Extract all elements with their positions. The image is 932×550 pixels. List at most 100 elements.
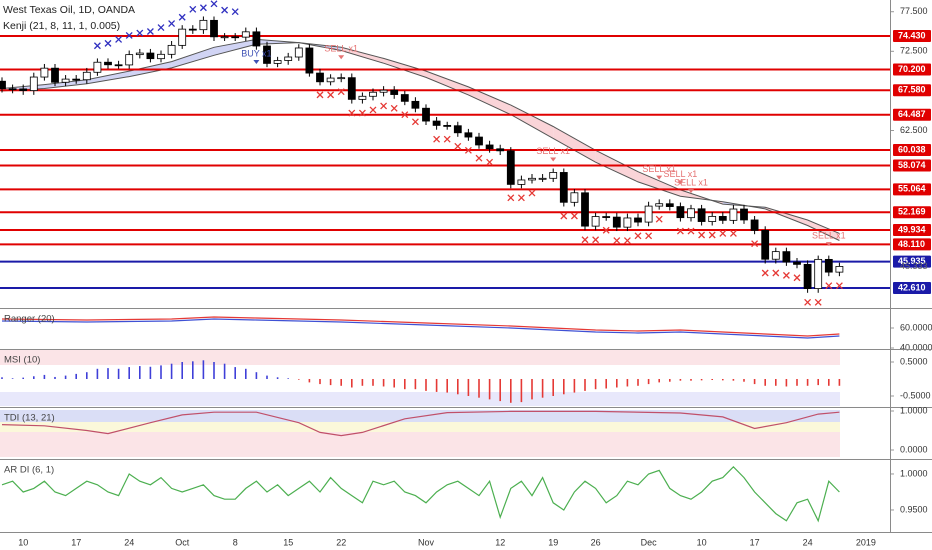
histogram-bar <box>149 366 152 379</box>
histogram-bar <box>425 378 427 391</box>
signal-arrow <box>656 175 663 180</box>
signal-marker <box>676 227 684 235</box>
signal-marker <box>645 232 653 240</box>
candle-body <box>411 100 420 109</box>
histogram-bar <box>298 378 300 380</box>
signal-marker <box>507 194 515 202</box>
signal-label: BUY x1 <box>241 48 271 58</box>
histogram-bar <box>584 378 586 391</box>
histogram-bar <box>255 372 258 379</box>
candle-body <box>157 53 165 60</box>
panel-title: TDI (13, 21) <box>4 413 55 424</box>
level-tag <box>893 159 931 172</box>
indicator-line <box>1 316 840 337</box>
histogram-bar <box>499 378 501 402</box>
candle-body <box>125 54 134 66</box>
signal-label: SELL x1 <box>642 164 676 174</box>
histogram-bar <box>722 378 724 381</box>
histogram-bar <box>128 367 130 379</box>
signal-marker <box>380 102 388 110</box>
signal-marker <box>698 231 706 239</box>
y-tick-label: 0.0000 <box>900 444 928 454</box>
candle-body <box>718 215 727 221</box>
signal-marker <box>221 6 229 14</box>
histogram-bar <box>202 360 205 379</box>
band-fill <box>426 71 469 95</box>
histogram-bar <box>266 375 268 379</box>
level-label: 64.487 <box>898 109 926 119</box>
candle-body <box>210 19 218 38</box>
x-tick-label: 24 <box>124 537 134 547</box>
signal-marker <box>793 274 801 282</box>
candle-body <box>496 148 505 152</box>
histogram-bar <box>192 361 194 379</box>
x-tick-label: 8 <box>233 537 238 547</box>
histogram-bar <box>753 378 756 385</box>
histogram-bar <box>806 378 809 386</box>
level-label: 55.064 <box>898 184 926 194</box>
histogram-bar <box>308 378 311 383</box>
histogram-bar <box>637 378 639 386</box>
signal-marker <box>454 142 462 150</box>
panel-zone <box>0 432 840 457</box>
signal-marker <box>115 35 123 43</box>
histogram-bar <box>86 372 88 379</box>
signal-marker <box>369 106 377 114</box>
level-tag <box>893 63 931 76</box>
signal-marker <box>517 194 525 202</box>
candle-body <box>284 56 293 61</box>
y-tick-label: 40.0000 <box>900 342 932 352</box>
signal-label: SELL x1 <box>536 146 570 156</box>
signal-arrow <box>253 60 260 65</box>
histogram-bar <box>329 378 332 386</box>
histogram-bar <box>616 378 618 388</box>
histogram-bar <box>107 368 109 379</box>
level-label: 74.430 <box>898 30 926 40</box>
candle-body <box>337 77 346 80</box>
y-tick-label: 0.5000 <box>900 356 928 366</box>
candle-body <box>602 216 611 218</box>
y-tick-label: -0.5000 <box>900 390 931 400</box>
candle-body <box>623 217 632 228</box>
signal-marker <box>210 0 218 8</box>
signal-marker <box>528 189 536 197</box>
histogram-bar <box>457 378 459 395</box>
histogram-bar <box>287 378 289 379</box>
histogram-bar <box>54 376 56 379</box>
signal-marker <box>327 91 335 99</box>
indicator-line <box>1 410 840 437</box>
histogram-bar <box>276 377 279 379</box>
last-price-label: 45.333 <box>900 261 928 271</box>
histogram-bar <box>404 378 406 390</box>
band-fill <box>383 58 426 78</box>
histogram-bar <box>372 378 374 386</box>
signal-marker <box>634 232 642 240</box>
candle-body <box>231 36 240 39</box>
signal-marker <box>411 118 419 126</box>
candle-body <box>61 78 70 83</box>
candle-body <box>199 19 208 31</box>
signal-marker <box>592 236 600 244</box>
candle-body <box>400 94 409 102</box>
candle-body <box>655 203 664 207</box>
signal-marker <box>772 269 780 277</box>
histogram-bar <box>541 378 544 398</box>
signal-marker <box>401 111 409 119</box>
candle-body <box>379 89 388 93</box>
y-tick-label: 62.500 <box>900 125 928 135</box>
x-tick-label: 17 <box>750 537 760 547</box>
histogram-bar <box>478 378 480 398</box>
signal-marker <box>623 237 631 245</box>
histogram-bar <box>764 378 766 386</box>
signal-marker <box>157 24 165 32</box>
signal-marker <box>358 109 366 117</box>
histogram-bar <box>488 378 491 400</box>
band-fill <box>468 86 511 115</box>
histogram-bar <box>743 378 745 382</box>
x-tick-label: Oct <box>175 537 190 547</box>
candle-body <box>422 107 430 122</box>
candle-body <box>687 208 695 219</box>
level-tag <box>893 206 931 219</box>
histogram-bar <box>669 378 671 382</box>
candle-body <box>665 203 674 207</box>
